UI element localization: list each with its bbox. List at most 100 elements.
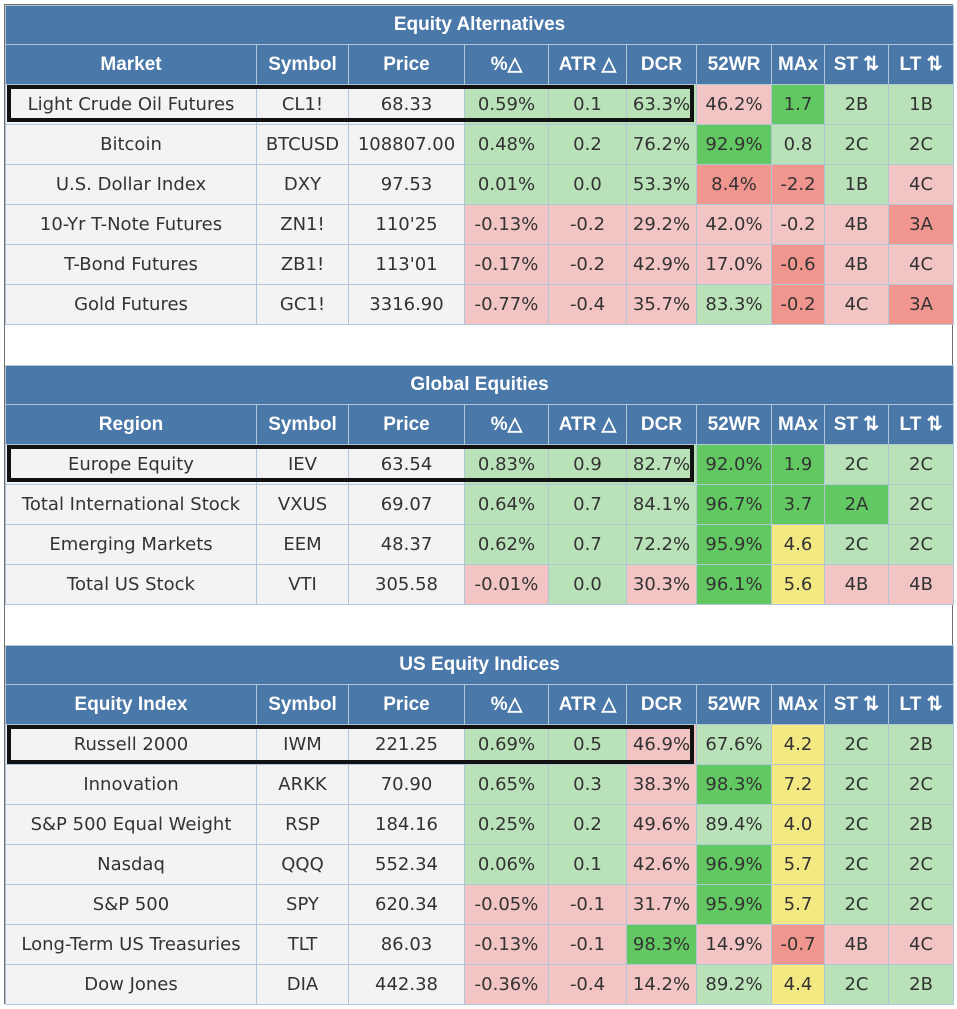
- column-header-price[interactable]: Price: [348, 684, 465, 725]
- pct-change-cell: -0.13%: [464, 924, 549, 965]
- dcr-cell: 76.2%: [626, 124, 697, 165]
- column-header-dcr[interactable]: DCR: [626, 404, 697, 445]
- st-cell: 1B: [824, 164, 889, 205]
- name-cell: Bitcoin: [5, 124, 257, 165]
- column-header-symbol[interactable]: Symbol: [256, 684, 349, 725]
- column-header-lt[interactable]: LT ⇅: [887, 44, 955, 85]
- column-header-dcr[interactable]: DCR: [626, 44, 697, 85]
- symbol-cell: CL1!: [256, 84, 349, 125]
- price-cell: 442.38: [348, 964, 465, 1005]
- atr-change-cell: 0.1: [548, 844, 627, 885]
- table-row[interactable]: S&P 500 SPY 620.34 -0.05% -0.1 31.7% 95.9% 5.7 2…: [5, 884, 955, 925]
- table-row[interactable]: Dow Jones DIA 442.38 -0.36% -0.4 14.2% 89.2% 4.…: [5, 964, 955, 1005]
- column-header-max[interactable]: MAx: [771, 44, 825, 85]
- 52wr-cell: 98.3%: [696, 764, 772, 805]
- dcr-cell: 38.3%: [626, 764, 697, 805]
- column-header-52wr[interactable]: 52WR: [696, 404, 772, 445]
- column-header-price[interactable]: Price: [348, 404, 465, 445]
- column-header-pct-change[interactable]: %△: [464, 44, 549, 85]
- column-header-region[interactable]: Region: [5, 404, 257, 445]
- 52wr-cell: 67.6%: [696, 724, 772, 765]
- column-header-lt[interactable]: LT ⇅: [887, 684, 955, 725]
- table-row[interactable]: 10-Yr T-Note Futures ZN1! 110'25 -0.13% -0.2…: [5, 204, 955, 245]
- column-header-price[interactable]: Price: [348, 44, 465, 85]
- global-equities-section: Global Equities Region Symbol Price %△ A…: [4, 365, 955, 605]
- lt-cell: 3A: [887, 204, 955, 245]
- table-row[interactable]: Emerging Markets EEM 48.37 0.62% 0.7 72.2% 95.…: [5, 524, 955, 565]
- column-header-max[interactable]: MAx: [771, 404, 825, 445]
- column-header-st[interactable]: ST ⇅: [824, 404, 889, 445]
- column-header-atr-change[interactable]: ATR △: [548, 404, 627, 445]
- symbol-cell: DIA: [256, 964, 349, 1005]
- column-header-symbol[interactable]: Symbol: [256, 44, 349, 85]
- max-cell: -0.7: [771, 924, 825, 965]
- column-header-atr-change[interactable]: ATR △: [548, 44, 627, 85]
- column-header-max[interactable]: MAx: [771, 684, 825, 725]
- max-cell: 4.4: [771, 964, 825, 1005]
- column-header-symbol[interactable]: Symbol: [256, 404, 349, 445]
- column-header-pct-change[interactable]: %△: [464, 404, 549, 445]
- table-row[interactable]: Innovation ARKK 70.90 0.65% 0.3 38.3% 98.3% 7.2…: [5, 764, 955, 805]
- price-cell: 86.03: [348, 924, 465, 965]
- price-cell: 113'01: [348, 244, 465, 285]
- lt-cell: 2B: [887, 724, 955, 765]
- dcr-cell: 53.3%: [626, 164, 697, 205]
- pct-change-cell: -0.13%: [464, 204, 549, 245]
- table-row[interactable]: Gold Futures GC1! 3316.90 -0.77% -0.4 35.7% 83…: [5, 284, 955, 325]
- name-cell: U.S. Dollar Index: [5, 164, 257, 205]
- section-title: Global Equities: [4, 365, 955, 405]
- table-row[interactable]: S&P 500 Equal Weight RSP 184.16 0.25% 0.2 49.…: [5, 804, 955, 845]
- column-header-pct-change[interactable]: %△: [464, 684, 549, 725]
- column-header-st[interactable]: ST ⇅: [824, 44, 889, 85]
- column-header-atr-change[interactable]: ATR △: [548, 684, 627, 725]
- table-row[interactable]: Long-Term US Treasuries TLT 86.03 -0.13% -0.…: [5, 924, 955, 965]
- table-row[interactable]: Europe Equity IEV 63.54 0.83% 0.9 82.7% 92.0% 1…: [5, 444, 955, 485]
- column-header-lt[interactable]: LT ⇅: [887, 404, 955, 445]
- max-cell: 7.2: [771, 764, 825, 805]
- 52wr-cell: 89.4%: [696, 804, 772, 845]
- dcr-cell: 29.2%: [626, 204, 697, 245]
- column-header-dcr[interactable]: DCR: [626, 684, 697, 725]
- pct-change-cell: 0.25%: [464, 804, 549, 845]
- table-row[interactable]: Russell 2000 IWM 221.25 0.69% 0.5 46.9% 67.6% 4…: [5, 724, 955, 765]
- symbol-cell: ARKK: [256, 764, 349, 805]
- st-cell: 2C: [824, 444, 889, 485]
- atr-change-cell: 0.2: [548, 804, 627, 845]
- max-cell: -0.2: [771, 204, 825, 245]
- 52wr-cell: 46.2%: [696, 84, 772, 125]
- column-header-equity-index[interactable]: Equity Index: [5, 684, 257, 725]
- table-row[interactable]: Nasdaq QQQ 552.34 0.06% 0.1 42.6% 96.9% 5.7 2C 2C: [5, 844, 955, 885]
- 52wr-cell: 92.0%: [696, 444, 772, 485]
- symbol-cell: QQQ: [256, 844, 349, 885]
- pct-change-cell: 0.48%: [464, 124, 549, 165]
- name-cell: Total US Stock: [5, 564, 257, 605]
- st-cell: 2C: [824, 844, 889, 885]
- table-row[interactable]: Light Crude Oil Futures CL1! 68.33 0.59% 0.1…: [5, 84, 955, 125]
- table-row[interactable]: Total International Stock VXUS 69.07 0.64% 0…: [5, 484, 955, 525]
- max-cell: 1.7: [771, 84, 825, 125]
- 52wr-cell: 17.0%: [696, 244, 772, 285]
- 52wr-cell: 96.1%: [696, 564, 772, 605]
- atr-change-cell: 0.7: [548, 484, 627, 525]
- section-title: Equity Alternatives: [4, 5, 955, 45]
- name-cell: Nasdaq: [5, 844, 257, 885]
- column-header-st[interactable]: ST ⇅: [824, 684, 889, 725]
- table-row[interactable]: U.S. Dollar Index DXY 97.53 0.01% 0.0 53.3% 8.…: [5, 164, 955, 205]
- table-row[interactable]: Bitcoin BTCUSD 108807.00 0.48% 0.2 76.2% 92.9%…: [5, 124, 955, 165]
- price-cell: 69.07: [348, 484, 465, 525]
- symbol-cell: VXUS: [256, 484, 349, 525]
- pct-change-cell: -0.77%: [464, 284, 549, 325]
- dcr-cell: 35.7%: [626, 284, 697, 325]
- equity-alternatives-section: Equity Alternatives Market Symbol Price …: [4, 5, 955, 325]
- table-row[interactable]: T-Bond Futures ZB1! 113'01 -0.17% -0.2 42.9% 1…: [5, 244, 955, 285]
- column-header-52wr[interactable]: 52WR: [696, 684, 772, 725]
- column-header-52wr[interactable]: 52WR: [696, 44, 772, 85]
- table-row[interactable]: Total US Stock VTI 305.58 -0.01% 0.0 30.3% 96.…: [5, 564, 955, 605]
- column-header-market[interactable]: Market: [5, 44, 257, 85]
- atr-change-cell: -0.2: [548, 244, 627, 285]
- price-cell: 110'25: [348, 204, 465, 245]
- pct-change-cell: -0.01%: [464, 564, 549, 605]
- name-cell: Emerging Markets: [5, 524, 257, 565]
- symbol-cell: BTCUSD: [256, 124, 349, 165]
- symbol-cell: RSP: [256, 804, 349, 845]
